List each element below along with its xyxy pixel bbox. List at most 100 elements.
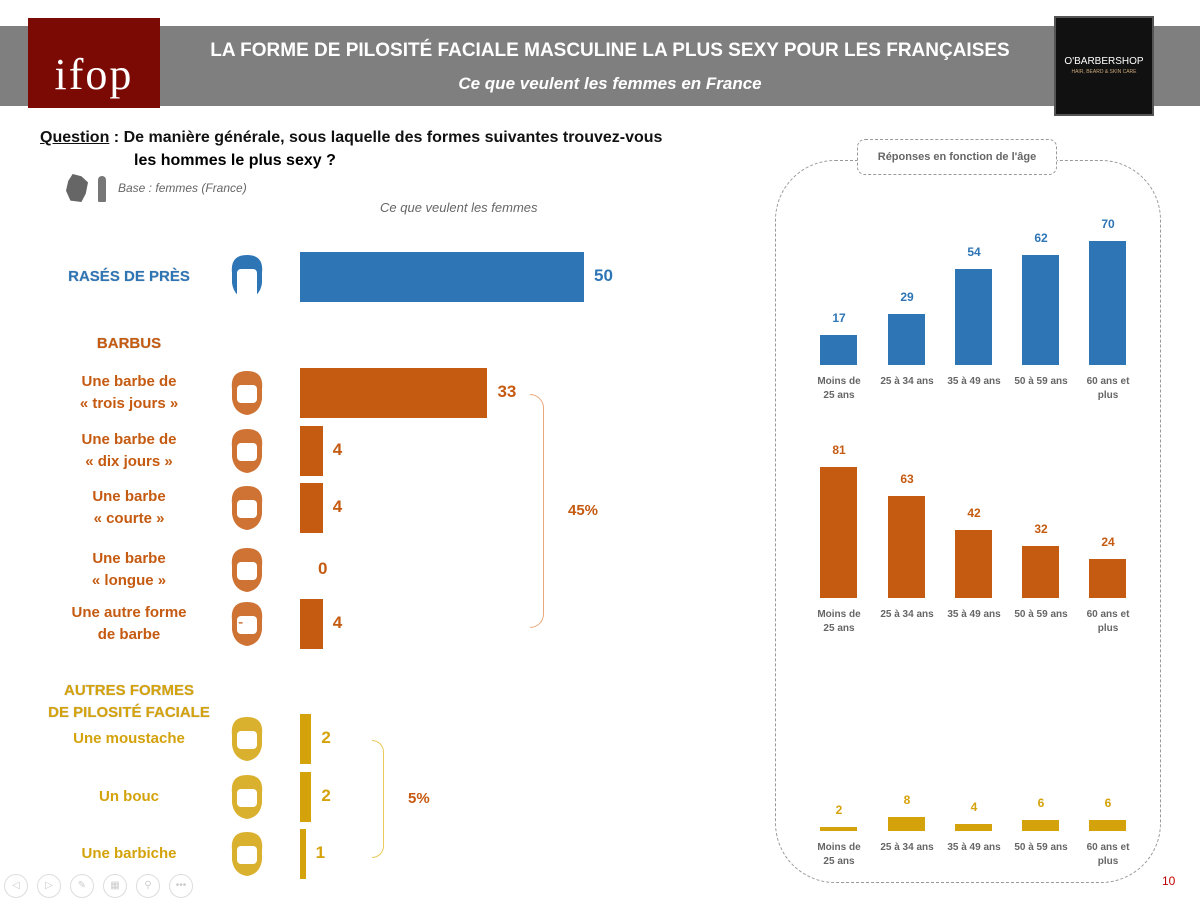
item-label: Une barbiche [81,845,177,862]
woman-icon [98,176,106,202]
age-bar [820,334,857,365]
age-bar [1089,241,1126,365]
age-value: 32 [1034,522,1048,537]
age-value: 2 [835,803,843,818]
age-panel-title: Réponses en fonction de l'âge [857,139,1057,175]
age-value: 17 [832,310,846,325]
item-label: Une barbe de « dix jours » [81,431,177,470]
face-icon [224,369,270,417]
age-category: 35 à 49 ans [947,609,1001,620]
age-value: 6 [1104,796,1112,811]
age-value: 24 [1101,535,1115,550]
age-bar [1089,559,1126,598]
age-category: 35 à 49 ans [947,376,1001,387]
chart-caption: Ce que veulent les femmes [380,200,538,215]
bar [300,483,323,533]
age-bar [1022,255,1059,365]
group-header: BARBUS [96,335,162,352]
age-category: 60 ans et plus [1086,609,1130,634]
barbus-brace [530,394,544,628]
value-label: 0 [318,559,328,578]
value-label: 4 [332,440,343,459]
slides-icon[interactable]: ▦ [103,874,127,898]
age-bar [888,495,925,598]
bar [300,599,323,649]
age-value: 42 [967,505,981,520]
value-label: 50 [594,266,613,285]
age-category: 25 à 34 ans [880,842,934,853]
age-category: 35 à 49 ans [947,842,1001,853]
age-bar [955,823,992,831]
age-value: 29 [900,289,914,304]
face-icon [224,484,270,532]
autres-brace [372,740,384,858]
question: Question : De manière générale, sous laq… [40,129,663,146]
item-label: Une moustache [73,730,185,747]
age-category: 60 ans et plus [1086,376,1130,401]
value-label: 2 [321,728,331,747]
age-bar [955,269,992,365]
face-icon [224,830,270,878]
age-category: 50 à 59 ans [1014,609,1068,620]
face-icon [224,427,270,475]
age-value: 4 [970,799,978,814]
age-value: 62 [1034,231,1048,246]
age-bar [820,466,857,598]
age-value: 70 [1101,217,1115,232]
question-line2: les hommes le plus sexy ? [134,152,336,169]
ifop-logo: ifop [28,18,160,108]
barbus-total: 45% [568,502,599,519]
autres-total: 5% [408,790,430,807]
zoom-icon[interactable]: ⚲ [136,874,160,898]
bar [300,252,584,302]
next-icon[interactable]: ▷ [37,874,61,898]
france-map-icon [66,174,88,202]
item-label: Une autre forme de barbe [71,604,187,643]
bar [300,829,306,879]
face-icon [224,546,270,594]
base-note: Base : femmes (France) [118,181,247,195]
age-category: Moins de 25 ans [817,376,861,401]
age-value: 63 [900,471,914,486]
item-label: Une barbe « longue » [91,550,167,589]
value-label: 33 [497,382,517,401]
age-category: 25 à 34 ans [880,376,934,387]
item-label: Une barbe « courte » [92,488,166,527]
age-bar [955,529,992,598]
age-category: Moins de 25 ans [817,609,861,634]
age-bar [888,816,925,831]
bar [300,714,312,764]
value-label: 4 [332,613,343,632]
age-category: 25 à 34 ans [880,609,934,620]
age-value: 81 [832,442,846,457]
dash-mark: - [238,614,244,631]
page-subtitle: Ce que veulent les femmes en France [458,74,762,93]
page-number: 10 [1162,874,1176,888]
item-label: RASÉS DE PRÈS [68,268,190,285]
page-title: LA FORME DE PILOSITÉ FACIALE MASCULINE L… [210,40,1010,61]
prev-icon[interactable]: ◁ [4,874,28,898]
age-bar [1089,820,1126,831]
age-bar [888,313,925,365]
age-category: Moins de 25 ans [817,842,861,867]
value-label: 2 [321,786,331,805]
age-bar [1022,546,1059,598]
age-value: 8 [903,792,911,807]
age-value: 54 [967,245,981,260]
bar [300,426,323,476]
value-label: 1 [315,843,326,862]
more-icon[interactable]: ••• [169,874,193,898]
bar [300,368,488,418]
face-icon [224,253,270,301]
age-bar [820,827,857,831]
age-category: 50 à 59 ans [1014,376,1068,387]
age-category: 50 à 59 ans [1014,842,1068,853]
face-icon [224,715,270,763]
pen-icon[interactable]: ✎ [70,874,94,898]
group-header: AUTRES FORMES DE PILOSITÉ FACIALE [48,682,210,721]
bar [300,772,312,822]
age-value: 6 [1037,796,1045,811]
value-label: 4 [332,497,343,516]
age-bar [1022,820,1059,831]
obarbershop-logo: O'BARBERSHOP HAIR, BEARD & SKIN CARE [1054,16,1154,116]
